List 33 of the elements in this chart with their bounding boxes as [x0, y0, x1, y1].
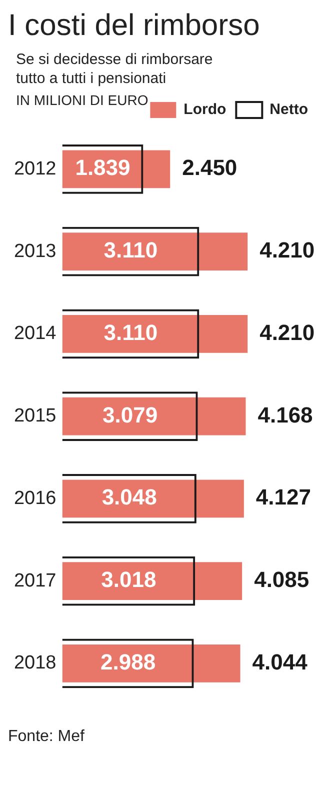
data-label: 4.044	[252, 649, 308, 674]
y-tick-label: 2012	[14, 158, 56, 180]
y-tick-label: 2016	[14, 488, 56, 509]
data-label: 3.048	[102, 484, 157, 510]
bar	[62, 562, 242, 600]
source-note: Fonte: Mef	[8, 728, 86, 746]
bar	[62, 397, 246, 436]
bar	[62, 314, 248, 353]
y-tick-label: 2013	[14, 240, 56, 262]
y-tick-label: 2015	[14, 406, 56, 427]
bar	[62, 644, 240, 682]
data-label: 2.450	[182, 155, 238, 180]
text: IN MILIONI DI EURO	[16, 92, 150, 108]
legend-label: Netto	[270, 101, 308, 118]
y-tick-label: 2018	[14, 652, 56, 674]
data-label: 3.110	[104, 320, 158, 345]
data-label: 4.210	[260, 238, 315, 263]
data-label: 3.079	[102, 402, 158, 428]
y-tick-label: 2014	[14, 323, 57, 344]
data-label: 3.018	[101, 567, 156, 592]
data-label: 4.168	[258, 402, 313, 428]
data-label: 2.988	[100, 649, 156, 674]
data-label: 1.839	[75, 155, 130, 180]
chart-title: I costi del rimborso	[8, 8, 261, 44]
data-label: 3.110	[104, 238, 158, 263]
bar	[62, 480, 244, 518]
chart-subtitle: Se si decidesse di rimborsare tutto a tutti i pensionati	[16, 50, 214, 88]
data-label: 4.210	[260, 320, 315, 345]
data-label: 4.085	[254, 567, 310, 592]
y-tick-label: 2017	[14, 570, 56, 592]
data-label: 4.127	[256, 484, 311, 510]
bar	[62, 232, 248, 271]
legend-label: Lordo	[184, 101, 226, 118]
